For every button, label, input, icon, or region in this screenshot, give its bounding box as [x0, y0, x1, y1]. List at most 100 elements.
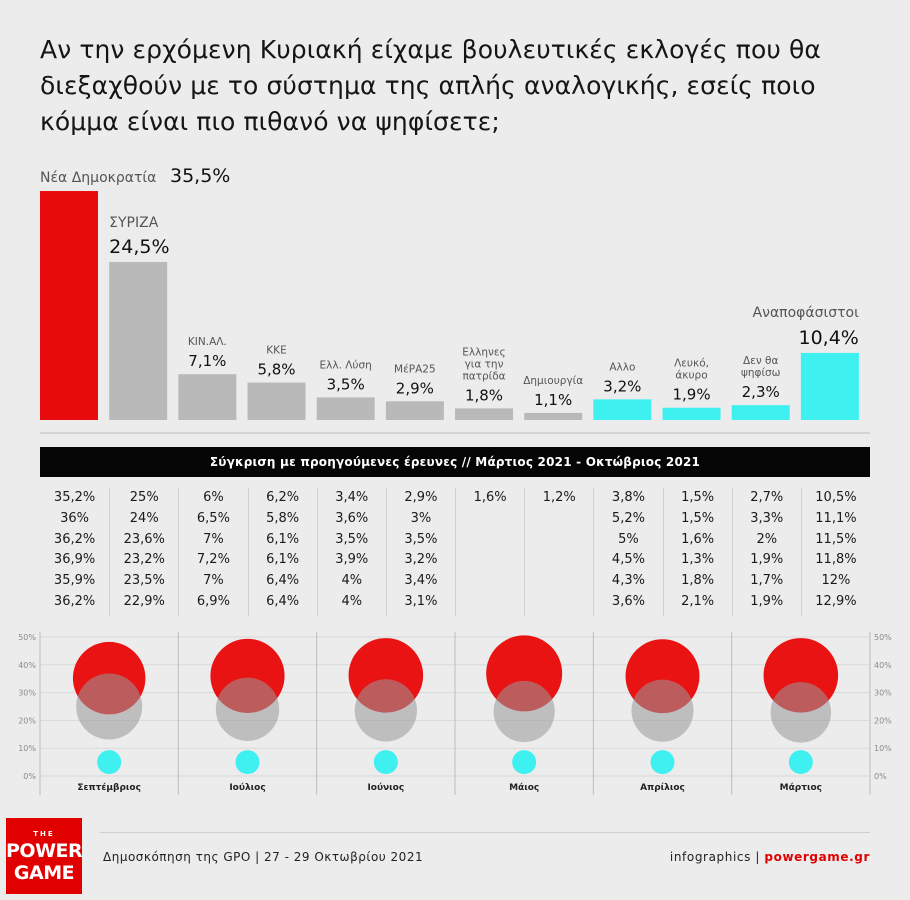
bar [593, 399, 652, 420]
history-cell: 3,8% [611, 490, 645, 505]
y-tick-label-left: 30% [18, 689, 36, 698]
y-tick-label-right: 40% [874, 661, 892, 670]
logo-line2: GAME [13, 862, 75, 884]
history-column: 6,2% 5,8% 6,1% 6,1% 6,4% 6,4% [247, 488, 317, 616]
bar-value-label: 2,9% [396, 379, 434, 397]
credit-prefix: infographics | [669, 850, 765, 864]
history-cell: 3,6% [611, 593, 645, 609]
history-cell: 6,4% [266, 593, 300, 609]
history-cell: 1,6% [681, 531, 715, 547]
history-cell [456, 550, 524, 571]
history-cell: 3% [410, 510, 432, 526]
history-column: 35,2% 36% 36,2% 36,9% 35,9% 36,2% [40, 488, 109, 616]
history-column: 2,7% 3,3% 2% 1,9% 1,7% 1,9% [731, 488, 801, 616]
bar-value-label: 7,1% [188, 352, 226, 370]
bar [40, 191, 98, 420]
bar-value-label: 1,8% [465, 386, 503, 404]
page-title: Αν την ερχόμενη Κυριακή είχαμε βουλευτικ… [40, 35, 821, 136]
bar-category-label: ψηφίσω [741, 367, 781, 379]
y-tick-label-left: 10% [18, 744, 36, 753]
y-tick-label-right: 10% [874, 744, 892, 753]
bar-value-label: 1,1% [534, 391, 572, 409]
bar-category-label: Δεν θα [743, 355, 778, 367]
history-cell: 6,5% [196, 510, 230, 526]
history-column: 1,5% 1,5% 1,6% 1,3% 1,8% 2,1% [662, 488, 732, 616]
bar-category-label: Αναποφάσιστοι [753, 305, 860, 321]
bubble [493, 680, 555, 743]
y-tick-label-right: 0% [874, 772, 887, 781]
bar [316, 397, 375, 420]
history-cell: 3,4% [335, 490, 369, 505]
history-column: 2,9% 3% 3,5% 3,2% 3,4% 3,1% [385, 488, 455, 616]
history-cell: 1,6% [473, 490, 507, 505]
bar [385, 401, 444, 420]
history-cell: 36,9% [53, 552, 96, 568]
bar-category-label: Ελλ. Λύση [320, 359, 372, 371]
history-cell: 3,1% [404, 593, 438, 609]
history-cell: 23,5% [123, 573, 165, 589]
history-cell [525, 571, 593, 592]
bubble [354, 679, 417, 742]
history-column: 3,8% 5,2% 5% 4,5% 4,3% 3,6% [593, 488, 662, 616]
history-cell: 7,2% [196, 552, 230, 568]
history-cell: 3,5% [404, 531, 438, 547]
history-banner: Σύγκριση με προηγούμενες έρευνες // Μάρτ… [40, 447, 870, 477]
bubble [512, 750, 537, 775]
power-game-logo[interactable]: THE POWER GAME [6, 818, 83, 894]
history-cell: 6,1% [266, 552, 300, 568]
credit-site-link[interactable]: powergame.gr [764, 850, 870, 864]
history-cell: 36% [60, 510, 90, 526]
history-cell: 10,5% [815, 490, 857, 505]
bar-value-label: 3,5% [327, 375, 365, 393]
bubble [631, 679, 694, 742]
x-category-label: Ιούλιος [229, 783, 265, 793]
y-tick-label-left: 50% [18, 633, 36, 642]
bar-value-label: 3,2% [603, 377, 641, 395]
history-cell: 4% [341, 573, 363, 589]
history-cell: 23,6% [123, 531, 165, 547]
bar-value-label: 10,4% [799, 327, 859, 349]
bar-category-label: Νέα Δημοκρατία [40, 170, 156, 186]
history-cell: 35,2% [53, 490, 96, 505]
y-tick-label-left: 0% [23, 772, 36, 781]
history-column: 10,5% 11,1% 11,5% 11,8% 12% 12,9% [800, 488, 870, 616]
bar-category-label: Λευκό, [674, 358, 709, 370]
footer-source: Δημοσκόπηση της GPO | 27 - 29 Οκτωβρίου … [103, 850, 424, 864]
y-tick-label-right: 30% [874, 689, 892, 698]
bar-value-label: 2,3% [742, 383, 780, 401]
history-cell: 2% [756, 531, 778, 547]
x-category-label: Σεπτέμβριος [77, 782, 141, 793]
history-cell: 7% [203, 573, 224, 589]
history-cell: 1,7% [750, 573, 784, 589]
history-cell: 1,5% [681, 510, 715, 526]
bar-category-label: ΜέΡΑ25 [394, 363, 436, 375]
bubble [650, 750, 675, 775]
y-tick-label-right: 50% [874, 633, 892, 642]
x-category-label: Απρίλιος [640, 782, 685, 793]
bubble [770, 682, 832, 743]
history-cell: 2,7% [750, 490, 784, 505]
history-cell: 7% [203, 531, 224, 547]
history-column: 6% 6,5% 7% 7,2% 7% 6,9% [178, 488, 247, 616]
bar-category-label: Αλλο [609, 361, 635, 373]
history-cell: 4,3% [611, 573, 645, 589]
bar [455, 408, 514, 420]
history-cell: 3,9% [335, 552, 369, 568]
bar [731, 405, 790, 420]
history-cell [456, 571, 524, 592]
history-cell: 1,9% [750, 552, 784, 568]
bar [800, 352, 859, 420]
bubble [76, 673, 143, 740]
x-category-label: Ιούνιος [367, 783, 404, 793]
bubble [97, 750, 122, 775]
history-cell [525, 550, 593, 571]
logo-the: THE [33, 830, 55, 838]
history-cell [456, 592, 524, 613]
history-cell: 3,5% [335, 531, 369, 547]
bubble [373, 750, 398, 775]
history-cell [456, 530, 524, 551]
footer-credit: infographics | powergame.gr [670, 850, 870, 864]
logo-line1: POWER [6, 840, 83, 862]
bar-category-label: Δημιουργία [523, 375, 583, 387]
bar-category-label: πατρίδα [462, 370, 505, 382]
